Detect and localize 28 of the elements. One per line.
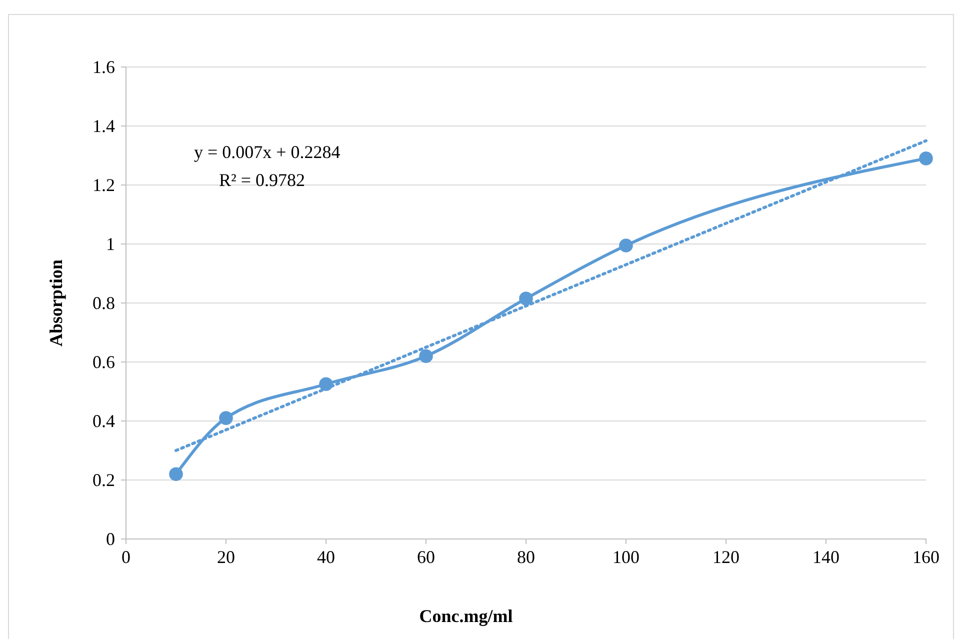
x-tick-label: 40 (317, 546, 335, 567)
x-tick-label: 20 (217, 546, 235, 567)
y-tick-label: 0.6 (92, 352, 115, 372)
annotation: R² = 0.9782 (219, 170, 306, 190)
x-tick-label: 80 (517, 546, 535, 567)
x-tick-label: 140 (812, 546, 840, 567)
x-axis-title: Conc.mg/ml (419, 606, 513, 626)
x-tick-label: 160 (912, 546, 940, 567)
y-tick-label: 0.4 (92, 410, 115, 431)
point (919, 152, 933, 166)
point (219, 411, 233, 425)
y-tick-label: 0 (106, 528, 115, 549)
y-tick-label: 1.6 (92, 56, 115, 77)
y-tick-label: 0.2 (92, 470, 115, 490)
y-tick-label: 1.2 (92, 174, 115, 195)
y-tick-label: 1.4 (92, 116, 115, 136)
y-axis-title: Absorption (46, 259, 66, 347)
point (419, 349, 433, 363)
y-tick-label: 0.8 (92, 292, 115, 313)
x-tick-label: 0 (122, 546, 130, 567)
x-tick-label: 120 (712, 546, 740, 567)
x-tick-label: 100 (612, 546, 640, 567)
point (169, 467, 183, 481)
y-tick-label: 1 (106, 234, 115, 254)
point (519, 292, 533, 306)
x-tick-label: 60 (417, 546, 435, 567)
annotation: y = 0.007x + 0.2284 (194, 142, 340, 162)
point (619, 238, 633, 252)
